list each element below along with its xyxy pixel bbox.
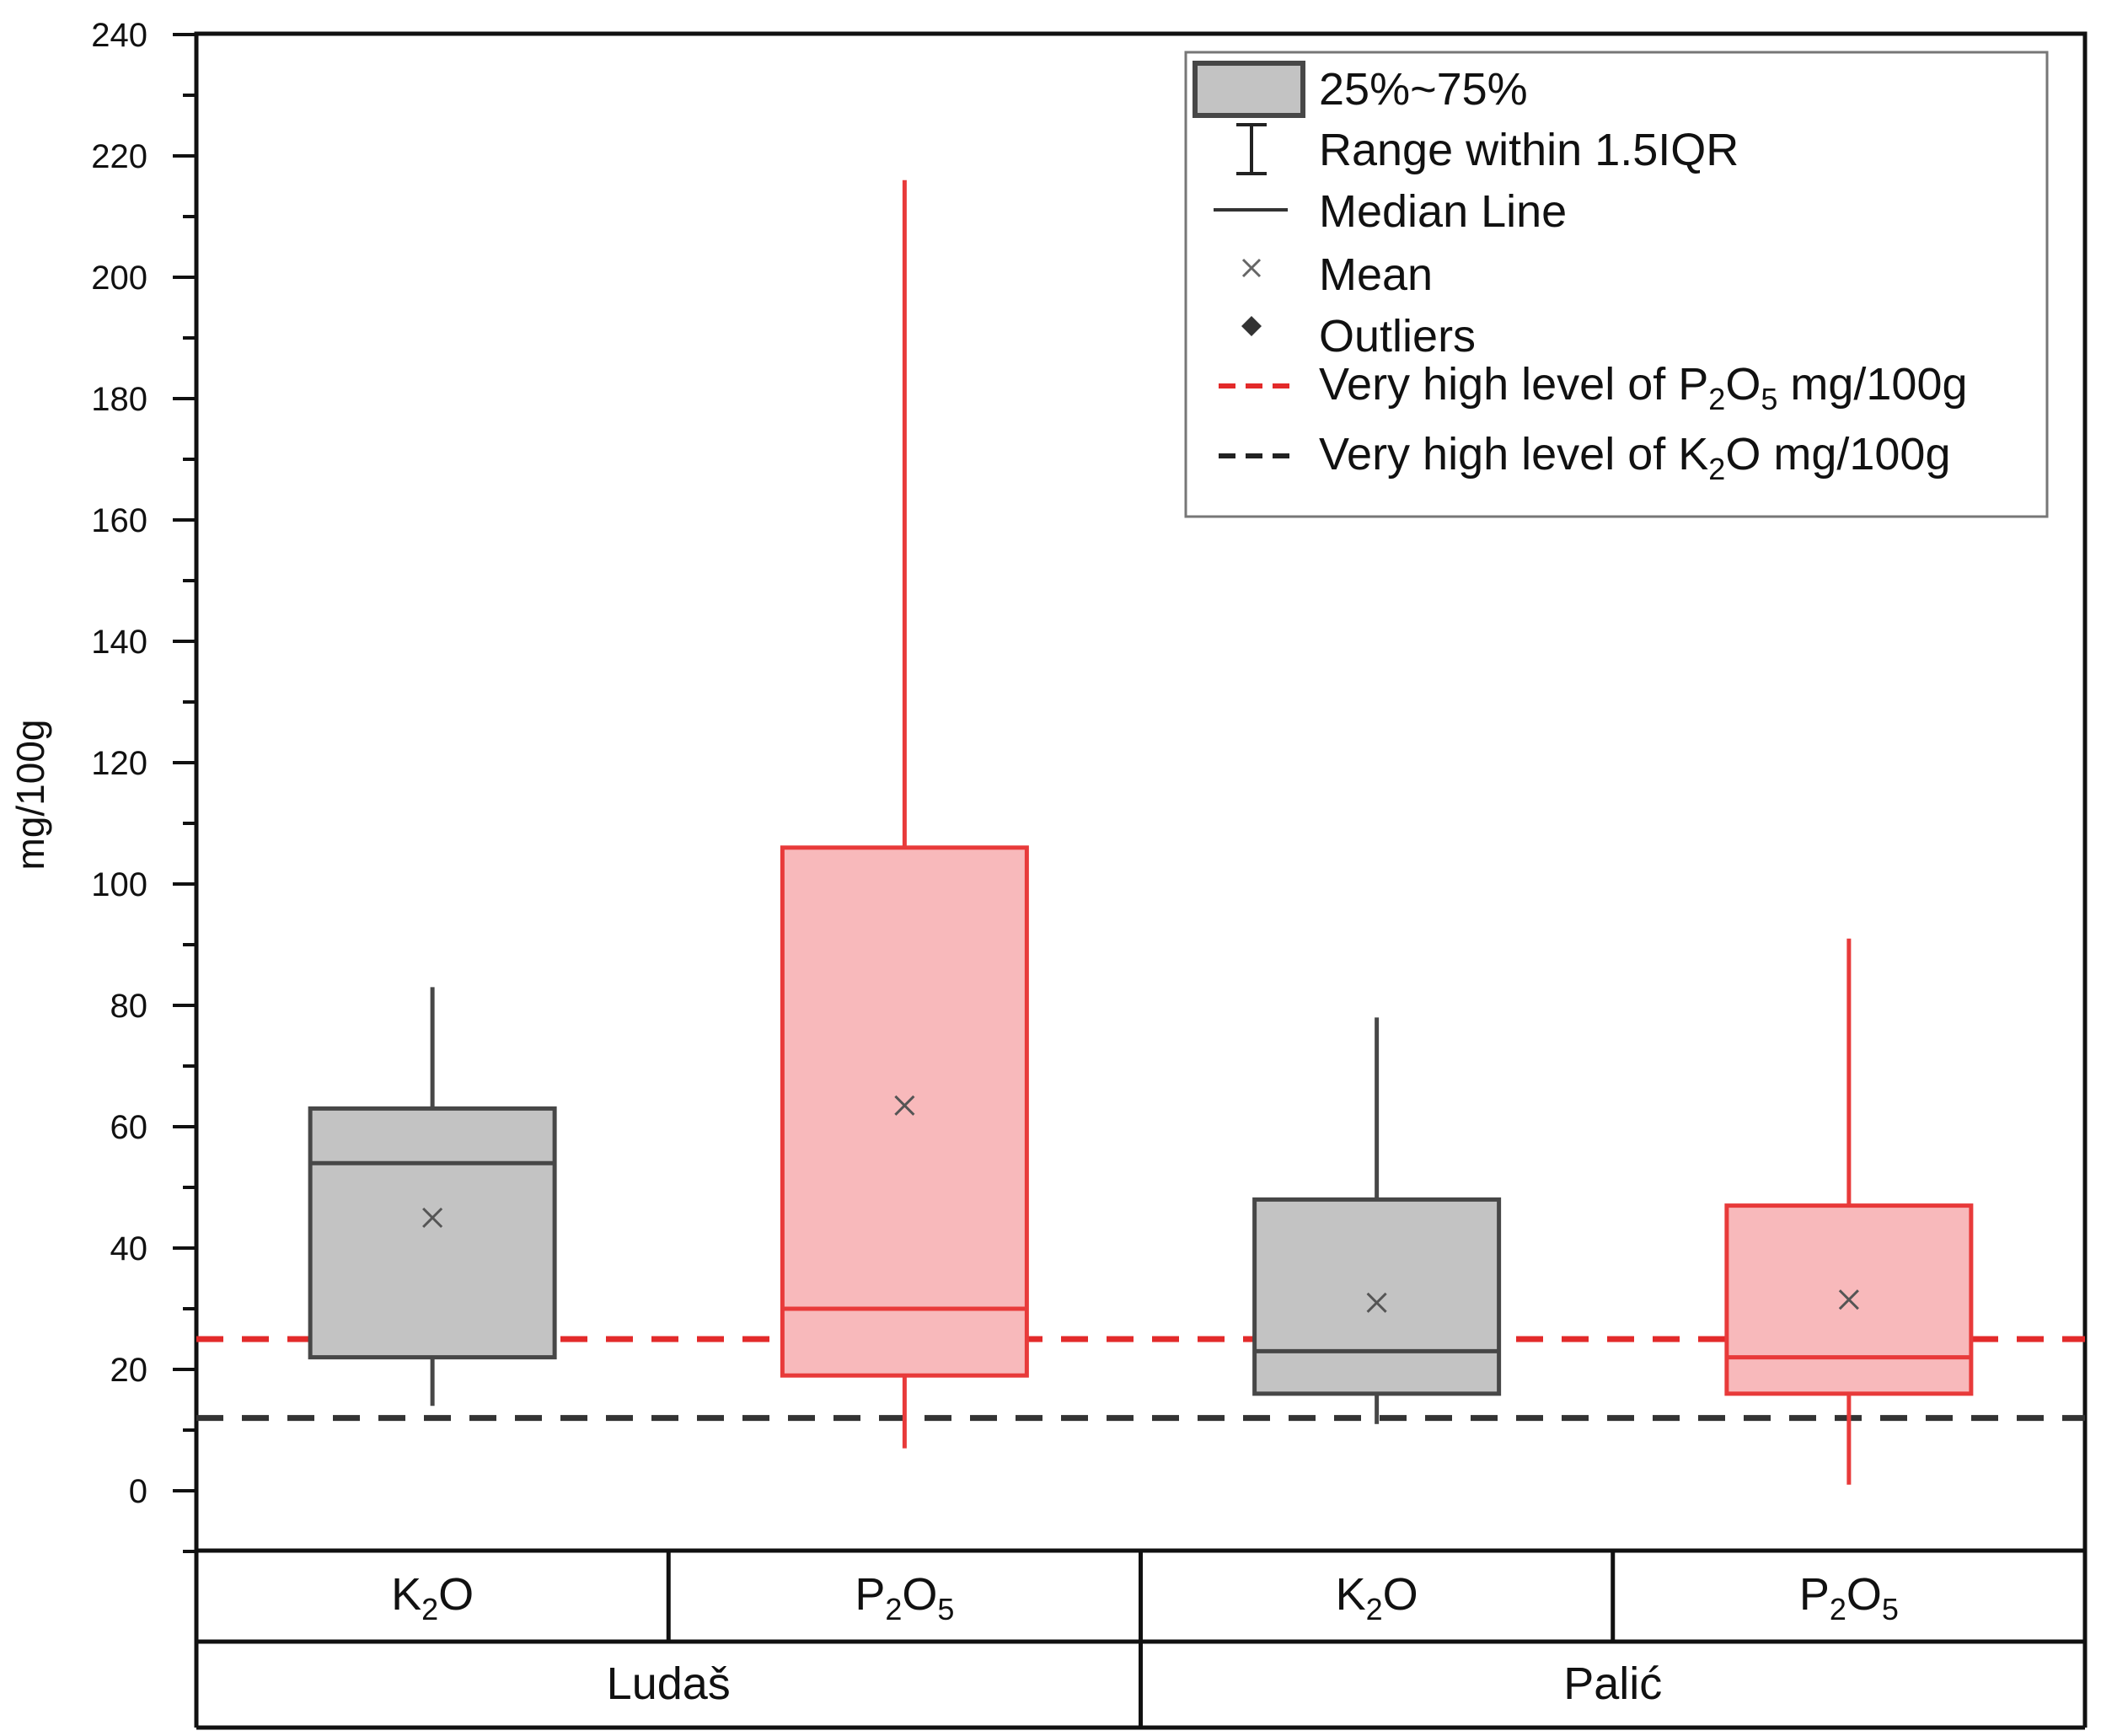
mean-marker	[894, 1095, 915, 1116]
y-tick-label: 140	[91, 624, 147, 661]
y-tick-label: 20	[110, 1352, 148, 1389]
legend-label-sub1: 2	[1708, 382, 1725, 416]
category-label-sub1: 2	[1366, 1592, 1383, 1626]
y-tick-label: 220	[91, 138, 147, 175]
legend-whisker-icon	[1236, 123, 1267, 175]
legend-label-mid: O	[1725, 429, 1761, 480]
category-label-base: P	[1799, 1569, 1830, 1620]
legend-label: Very high level of P2O5 mg/100g	[1319, 359, 1968, 416]
mean-marker	[1366, 1292, 1387, 1313]
y-axis: 0 20 40 60 80 100 120 140 160 180 200 220 240	[91, 17, 196, 1553]
category-label-base: K	[1336, 1569, 1366, 1620]
category-label-sub1: 2	[421, 1592, 438, 1626]
legend-label-mid: O	[1725, 359, 1761, 410]
legend-label-sub1: 2	[1708, 452, 1725, 486]
y-tick-label: 120	[91, 745, 147, 782]
group-label: Palić	[1563, 1658, 1662, 1709]
legend-label-post: mg/100g	[1777, 359, 1967, 410]
box-1	[308, 987, 557, 1406]
category-label-sub1: 2	[885, 1592, 902, 1626]
box-2	[780, 179, 1029, 1449]
iqr-box	[308, 1106, 557, 1360]
y-tick-label: 0	[129, 1473, 147, 1510]
y-tick-label: 200	[91, 260, 147, 297]
legend-label: Range within 1.5IQR	[1319, 125, 1739, 175]
y-tick-label: 160	[91, 502, 147, 539]
legend-mean-icon	[1241, 258, 1262, 278]
category-label-mid: O	[438, 1569, 474, 1620]
y-tick-label: 80	[110, 988, 148, 1025]
mean-marker	[422, 1207, 443, 1229]
legend-label: Very high level of K2O mg/100g	[1319, 429, 1950, 486]
box-4	[1724, 938, 1974, 1485]
y-tick-label: 40	[110, 1230, 148, 1267]
group-label: Ludaš	[607, 1658, 731, 1709]
category-label-mid: O	[902, 1569, 937, 1620]
legend-label: Median Line	[1319, 186, 1567, 237]
category-label: P2O5	[855, 1569, 954, 1626]
legend-label-post: mg/100g	[1761, 429, 1950, 480]
category-label-sub2: 5	[1882, 1592, 1899, 1626]
legend-label-pre: Very high level of K	[1319, 429, 1708, 480]
legend-box-icon	[1193, 61, 1305, 118]
y-tick-label: 240	[91, 17, 147, 54]
category-label-mid: O	[1846, 1569, 1882, 1620]
category-label: K2O	[1336, 1569, 1418, 1626]
legend-label: Outliers	[1319, 311, 1476, 362]
category-label-mid: O	[1383, 1569, 1418, 1620]
y-tick-label: 180	[91, 381, 147, 418]
y-axis-label: mg/100g	[8, 719, 52, 870]
category-label: K2O	[391, 1569, 474, 1626]
category-label: P2O5	[1799, 1569, 1899, 1626]
legend-outlier-icon	[1241, 316, 1262, 336]
category-label-sub2: 5	[937, 1592, 954, 1626]
box-3	[1252, 1017, 1502, 1424]
y-tick-label: 60	[110, 1109, 148, 1146]
iqr-box	[1252, 1197, 1502, 1396]
category-label-sub1: 2	[1830, 1592, 1846, 1626]
box-series	[308, 179, 1974, 1485]
legend-label-pre: Very high level of P	[1319, 359, 1708, 410]
legend-label-sub2: 5	[1761, 382, 1777, 416]
legend: 25%~75% Range within 1.5IQR Median Line Mea…	[1184, 51, 2049, 518]
iqr-box	[780, 845, 1029, 1378]
y-tick-label: 100	[91, 866, 147, 903]
mean-marker	[1838, 1289, 1859, 1310]
legend-label: Mean	[1319, 249, 1433, 300]
legend-label: 25%~75%	[1319, 64, 1528, 115]
legend-frame	[1184, 51, 2049, 518]
category-label-base: P	[855, 1569, 885, 1620]
category-label-base: K	[391, 1569, 421, 1620]
